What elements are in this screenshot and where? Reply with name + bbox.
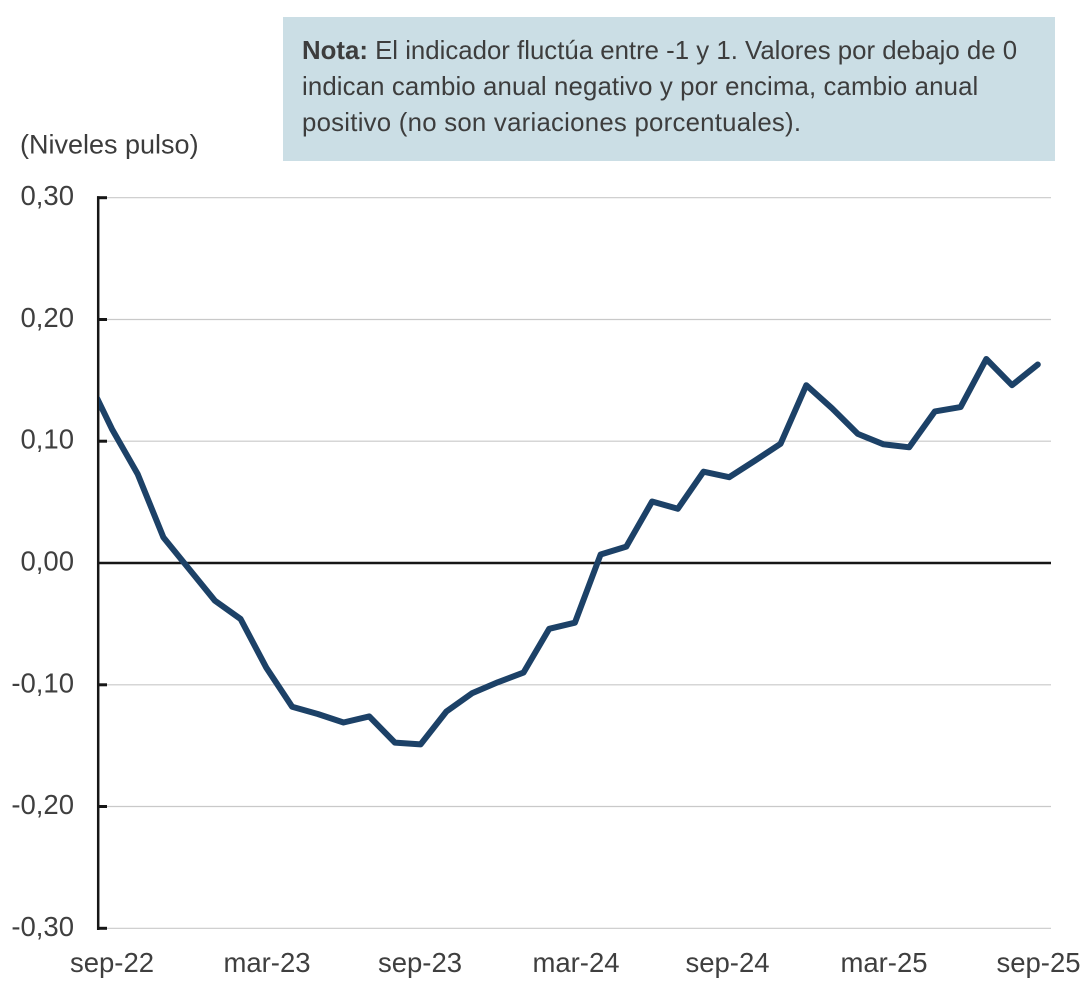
svg-text:sep-23: sep-23 xyxy=(378,947,462,978)
svg-text:mar-25: mar-25 xyxy=(840,947,927,978)
svg-text:-0,20: -0,20 xyxy=(11,789,74,820)
svg-text:(Niveles pulso): (Niveles pulso) xyxy=(20,130,199,160)
svg-text:0,10: 0,10 xyxy=(20,424,74,455)
svg-text:mar-24: mar-24 xyxy=(532,947,619,978)
svg-text:sep-24: sep-24 xyxy=(685,947,769,978)
svg-text:sep-25: sep-25 xyxy=(996,947,1080,978)
svg-text:mar-23: mar-23 xyxy=(223,947,310,978)
svg-text:0,30: 0,30 xyxy=(20,180,74,211)
svg-text:sep-22: sep-22 xyxy=(70,947,154,978)
svg-text:0,00: 0,00 xyxy=(20,546,74,577)
svg-text:-0,10: -0,10 xyxy=(11,667,74,698)
svg-text:-0,30: -0,30 xyxy=(11,911,74,942)
svg-text:0,20: 0,20 xyxy=(20,302,74,333)
